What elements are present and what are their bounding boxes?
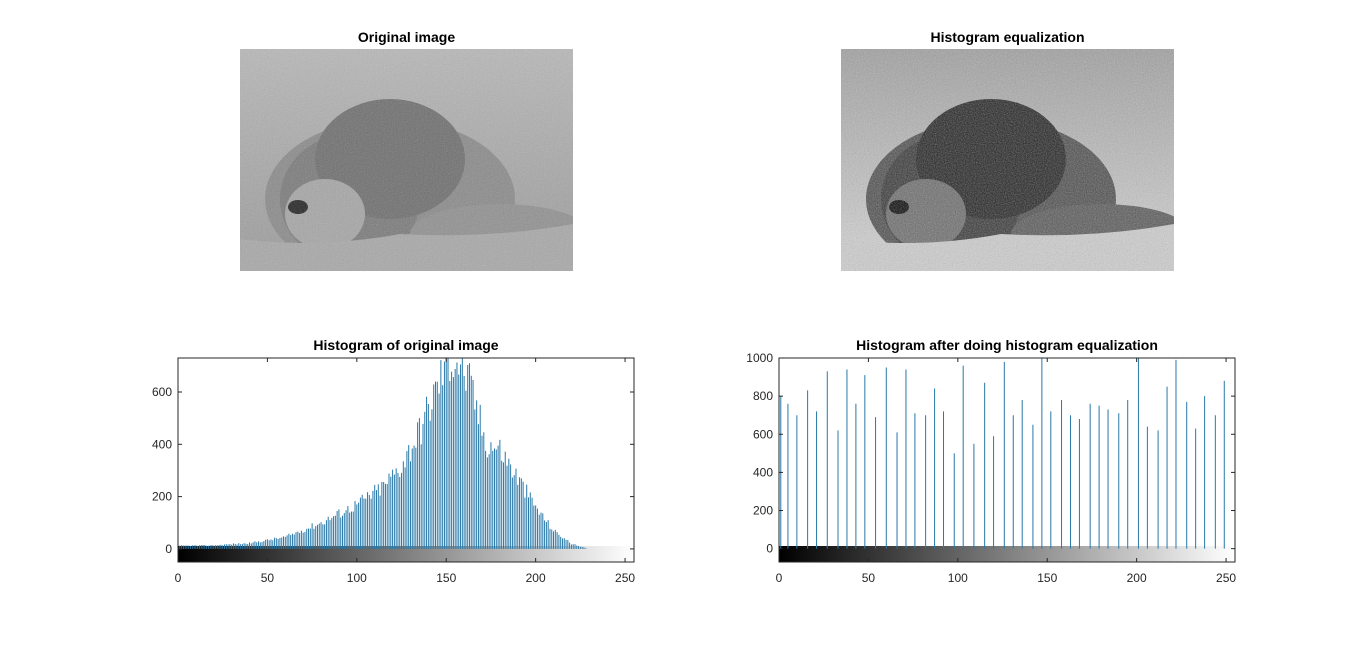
- hist-equalized-chart: 0 50 100 150 200 250 0 200 400 600 800 1000: [746, 351, 1236, 585]
- original-image-title: Original image: [357, 29, 456, 45]
- x-tick-label: 0: [175, 571, 182, 585]
- hist-original-title: Histogram of original image: [313, 337, 499, 353]
- axes-box: [177, 357, 635, 563]
- x-tick-label: 150: [1037, 571, 1057, 585]
- original-lion-photo: [240, 49, 573, 271]
- y-tick-label: 200: [753, 504, 773, 518]
- y-tick-label: 600: [152, 385, 172, 399]
- colorbar-strip: [178, 546, 634, 562]
- x-tick-label: 250: [1216, 571, 1236, 585]
- x-tick-label: 50: [261, 571, 275, 585]
- y-tick-label: 400: [753, 465, 773, 479]
- plot-area: [178, 358, 634, 562]
- x-tick-label: 200: [1127, 571, 1147, 585]
- y-tick-label: 1000: [746, 351, 773, 365]
- y-tick-label: 200: [152, 490, 172, 504]
- axes-box: [778, 357, 1236, 563]
- colorbar-strip: [779, 546, 1235, 562]
- x-tick-label: 100: [347, 571, 367, 585]
- x-tick-label: 0: [776, 571, 783, 585]
- hist-original-chart: 0 50 100 150 200 250 0 200 400 600: [152, 357, 635, 585]
- equalized-image-title: Histogram equalization: [930, 29, 1085, 45]
- y-tick-label: 400: [152, 437, 172, 451]
- equalized-image: [841, 49, 1174, 271]
- x-tick-label: 150: [436, 571, 456, 585]
- hist-equalized-title: Histogram after doing histogram equaliza…: [856, 337, 1158, 353]
- x-tick-label: 250: [615, 571, 635, 585]
- x-tick-label: 50: [862, 571, 876, 585]
- equalized-lion-photo: [841, 49, 1174, 271]
- x-tick-label: 200: [526, 571, 546, 585]
- x-tick-label: 100: [948, 571, 968, 585]
- y-tick-label: 0: [165, 542, 172, 556]
- plot-area: [779, 358, 1235, 562]
- y-tick-label: 600: [753, 427, 773, 441]
- y-tick-label: 800: [753, 389, 773, 403]
- original-image: [240, 49, 573, 271]
- y-tick-label: 0: [766, 542, 773, 556]
